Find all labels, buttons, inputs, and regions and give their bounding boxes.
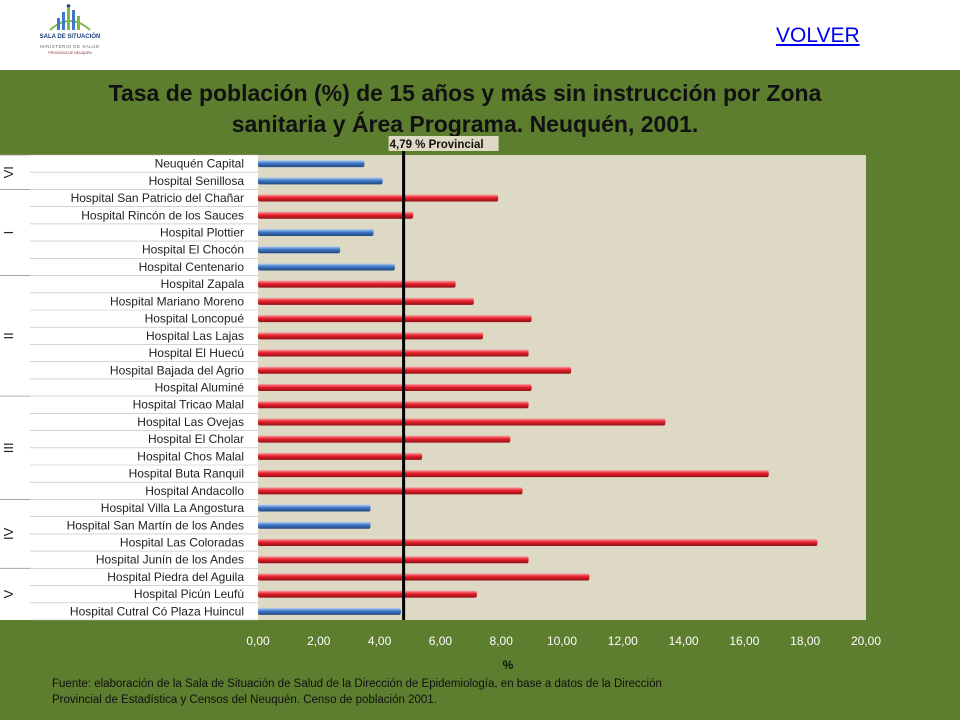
x-tick-label: 8,00 [490,634,514,648]
reference-line-label: 4,79 % Provincial [390,139,484,151]
sala-de-situacion-logo: SALA DE SITUACIÓN MINISTERIO DE SALUD PR… [30,4,110,60]
bar [258,229,374,236]
bar [258,470,769,478]
source-footnote: Fuente: elaboración de la Sala de Situac… [52,678,662,706]
bar [258,211,414,219]
x-tick-label: 18,00 [790,634,820,648]
bar [258,349,529,357]
x-tick-label: 16,00 [729,634,759,648]
category-label: Hospital San Patricio del Chañar [71,191,244,205]
category-label: Hospital Cutral Có Plaza Huincul [70,604,244,618]
category-label: Hospital Centenario [139,260,245,274]
zone-label: IV [1,527,16,540]
zone-label: VI [1,166,16,178]
category-label: Hospital Aluminé [155,381,245,395]
x-tick-label: 0,00 [246,634,270,648]
bar [258,435,511,443]
category-label: Hospital Zapala [161,277,245,291]
x-tick-label: 12,00 [608,634,638,648]
x-tick-label: 4,00 [368,634,392,648]
bar [258,521,371,529]
bar [258,539,818,546]
x-tick-label: 14,00 [669,634,699,648]
zone-label: II [1,332,16,339]
bar [258,607,401,615]
category-label: Hospital El Chocón [142,243,244,257]
zone-label-area [0,155,30,620]
category-label: Hospital Senillosa [149,174,245,188]
category-label: Hospital Villa La Angostura [101,501,245,515]
x-tick-label: 20,00 [851,634,881,648]
category-label: Hospital Mariano Moreno [110,294,244,308]
category-label: Hospital Rincón de los Sauces [81,208,244,222]
bar [258,590,477,598]
bar [258,280,456,288]
x-tick-label: 6,00 [429,634,453,648]
bar [258,297,474,305]
category-label: Neuquén Capital [155,157,244,171]
logo-subtitle: MINISTERIO DE SALUD [40,44,100,49]
bar [258,418,666,426]
category-label: Hospital Piedra del Aguila [107,570,244,584]
chart-title: Tasa de población (%) de 15 años y más s… [108,80,822,137]
bar [258,504,371,512]
bar [258,487,523,495]
bar [258,384,532,391]
zone-label: I [1,231,16,235]
reference-label-background [388,136,499,151]
bar [258,332,483,340]
x-tick-label: 10,00 [547,634,577,648]
bar [258,194,499,202]
volver-link[interactable]: VOLVER [776,24,860,47]
bar [258,263,395,271]
category-label: Hospital Picún Leufú [134,587,244,601]
category-label: Hospital Las Lajas [146,329,244,343]
bar [258,160,365,168]
category-label: Hospital Chos Malal [137,449,244,463]
category-label: Hospital Loncopué [145,312,245,326]
logo-title: SALA DE SITUACIÓN [39,34,101,40]
category-label: Hospital Buta Ranquil [129,467,244,481]
bar [258,177,383,185]
category-label: Hospital San Martín de los Andes [67,518,244,532]
bar [258,246,341,254]
category-label: Hospital Bajada del Agrio [110,363,244,377]
category-label: Hospital El Cholar [148,432,244,446]
bar [258,315,532,323]
category-label: Hospital Tricao Malal [133,398,244,412]
bar [258,452,423,460]
bar [258,401,529,409]
category-label: Hospital Las Ovejas [137,415,244,429]
x-axis-label: % [503,658,514,672]
category-label: Hospital Plottier [160,226,244,240]
x-tick-label: 2,00 [307,634,331,648]
bar [258,556,529,564]
category-label: Hospital El Huecú [149,346,244,360]
category-label: Hospital Andacollo [145,484,244,498]
category-label-area [30,155,258,620]
category-label: Hospital Las Coloradas [120,536,244,550]
category-label: Hospital Junín de los Andes [96,553,244,567]
bar [258,573,590,581]
zone-label: III [1,442,16,453]
bar [258,366,572,374]
zone-label: V [1,590,16,599]
header: SALA DE SITUACIÓN MINISTERIO DE SALUD PR… [0,0,960,70]
logo-emblem-icon [49,4,91,31]
logo-subtitle-province: PROVINCIA DE NEUQUÉN [48,51,92,55]
